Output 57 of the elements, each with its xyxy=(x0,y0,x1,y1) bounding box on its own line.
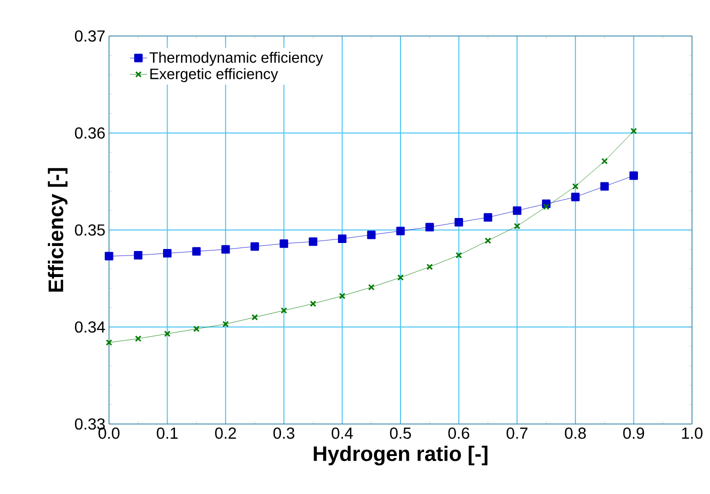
x-tick-label: 1.0 xyxy=(682,428,702,439)
point xyxy=(134,335,142,342)
x-tick-label: 0.9 xyxy=(623,428,644,439)
point xyxy=(512,206,522,215)
y-tick-label: 0.33 xyxy=(74,418,105,430)
point xyxy=(221,245,230,254)
point xyxy=(571,192,580,202)
point xyxy=(250,242,259,251)
point xyxy=(367,230,376,240)
point xyxy=(106,339,112,346)
point xyxy=(484,237,492,244)
x-tick-label: 0.4 xyxy=(332,428,353,439)
x-tick-label: 0.5 xyxy=(390,428,411,439)
point xyxy=(192,247,201,256)
y-tick-label: 0.37 xyxy=(74,30,105,42)
point xyxy=(456,252,462,258)
point xyxy=(543,203,550,210)
point xyxy=(572,183,579,190)
point xyxy=(484,213,492,222)
point xyxy=(600,182,609,191)
y-axis-title: Efficiency [-] xyxy=(48,168,68,292)
point xyxy=(601,158,608,164)
x-tick-label: 0.1 xyxy=(156,428,178,439)
point xyxy=(310,300,316,307)
x-tick-label: 0.7 xyxy=(506,428,528,439)
point xyxy=(164,330,171,338)
point xyxy=(280,239,288,248)
y-tick-label: 0.34 xyxy=(74,321,105,333)
point xyxy=(425,222,434,232)
x-tick-label: 0.3 xyxy=(273,428,294,439)
point xyxy=(134,250,142,260)
point xyxy=(222,320,229,328)
point xyxy=(396,226,405,236)
point xyxy=(252,314,258,321)
point xyxy=(308,237,318,246)
x-tick-label: 0.6 xyxy=(448,428,470,439)
y-tick-label: 0.36 xyxy=(74,127,105,139)
point xyxy=(338,292,346,300)
x-axis-title: Hydrogen ratio [-] xyxy=(314,446,488,466)
point xyxy=(630,128,637,134)
legend-label: Exergetic efficiency xyxy=(150,68,278,82)
point xyxy=(193,326,200,332)
point xyxy=(514,222,520,230)
point xyxy=(104,252,114,260)
y-tick-label: 0.35 xyxy=(74,224,105,236)
point xyxy=(397,274,404,281)
legend-label: Thermodynamic efficiency xyxy=(149,52,324,66)
point xyxy=(426,264,433,270)
point xyxy=(280,307,288,314)
point xyxy=(368,284,375,290)
x-tick-label: 0.0 xyxy=(98,428,120,439)
x-tick-label: 0.2 xyxy=(215,428,236,439)
point xyxy=(629,171,638,180)
point xyxy=(454,218,464,226)
point xyxy=(163,249,172,258)
point xyxy=(338,234,346,243)
x-tick-label: 0.8 xyxy=(564,428,586,439)
